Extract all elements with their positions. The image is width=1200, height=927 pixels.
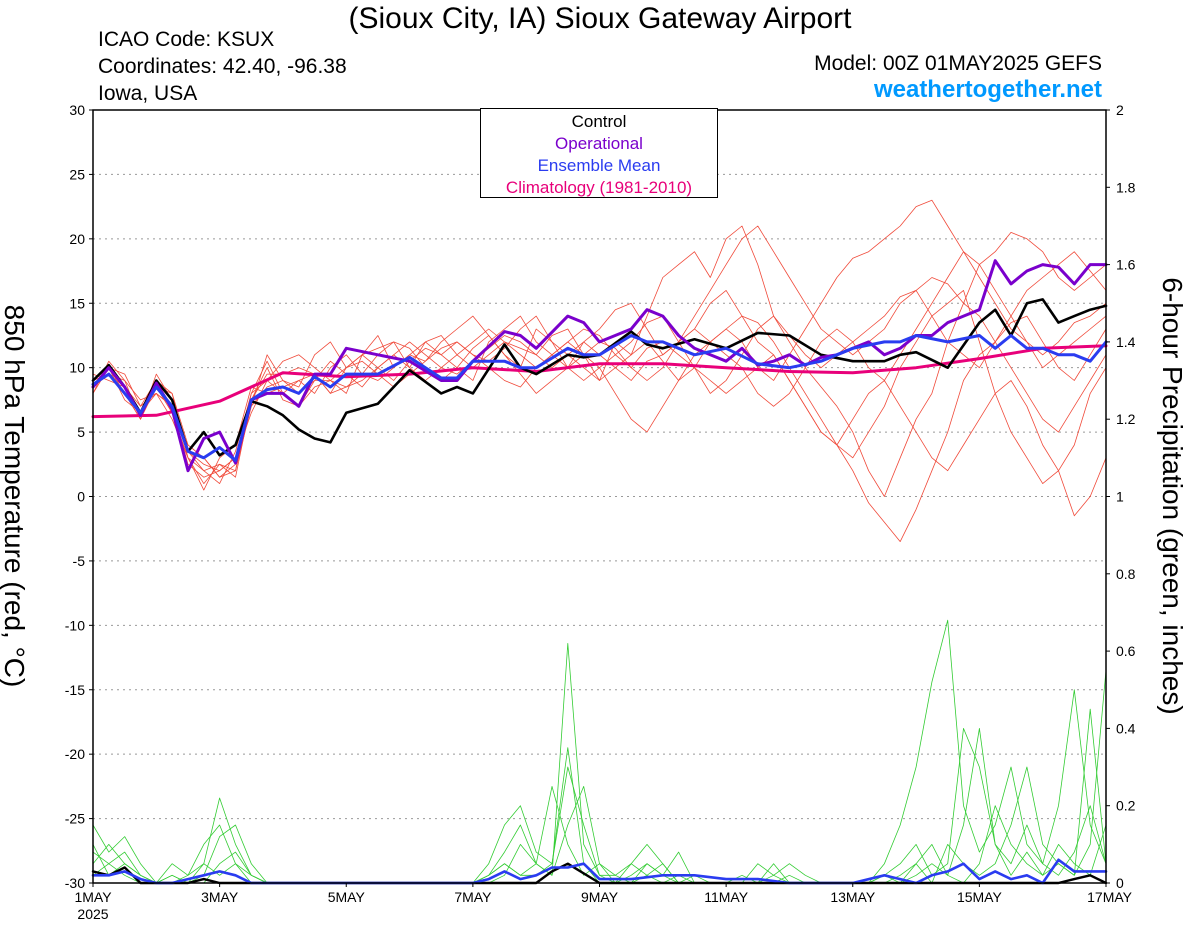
icao-code: ICAO Code: KSUX (98, 28, 275, 51)
legend-operational: Operational (555, 134, 643, 153)
x-tick-label: 17MAY (1087, 889, 1133, 905)
y-tick-label: -15 (65, 682, 85, 698)
ensemble-mean-line (91, 334, 1108, 462)
y-tick-label: 10 (69, 360, 85, 376)
y2-tick-label: 1.4 (1116, 334, 1136, 350)
main-series (91, 259, 1108, 885)
x-tick-label: 5MAY (328, 889, 366, 905)
y2-tick-label: 0.2 (1116, 798, 1136, 814)
y2-tick-label: 0 (1116, 875, 1124, 891)
y2-tick-label: 0.6 (1116, 643, 1136, 659)
y2-tick-label: 1 (1116, 489, 1124, 505)
x-tick-label: 7MAY (454, 889, 492, 905)
temp-member-line (92, 225, 1107, 478)
y-tick-label: 25 (69, 166, 85, 182)
legend: Control Operational Ensemble Mean Climat… (480, 108, 718, 198)
model-run: Model: 00Z 01MAY2025 GEFS (814, 52, 1102, 75)
y-tick-label: -20 (65, 746, 85, 762)
temp-members (92, 199, 1107, 542)
precip-member-line (92, 619, 1107, 884)
axes: 302520151050-5-10-15-20-25-3021.81.61.41… (65, 102, 1136, 922)
y-tick-label: -5 (73, 553, 86, 569)
x-year-label: 2025 (77, 906, 108, 922)
coordinates: Coordinates: 42.40, -96.38 (98, 55, 347, 78)
brand-link[interactable]: weathertogether.net (873, 76, 1102, 103)
x-tick-label: 1MAY (74, 889, 112, 905)
temp-member-line (92, 251, 1107, 478)
y2-tick-label: 1.8 (1116, 179, 1136, 195)
x-tick-label: 13MAY (830, 889, 876, 905)
y-tick-label: 5 (77, 424, 85, 440)
y2-tick-label: 1.2 (1116, 411, 1136, 427)
x-tick-label: 11MAY (704, 889, 748, 905)
x-tick-label: 3MAY (201, 889, 239, 905)
y2-tick-label: 2 (1116, 102, 1124, 118)
y-tick-label: -25 (65, 811, 85, 827)
legend-ensemble-mean: Ensemble Mean (537, 156, 661, 175)
y-tick-label: -10 (65, 617, 85, 633)
legend-climatology: Climatology (1981-2010) (505, 178, 693, 197)
x-tick-label: 9MAY (581, 889, 619, 905)
y2-tick-label: 0.4 (1116, 720, 1136, 736)
y-tick-label: 30 (69, 102, 85, 118)
climatology-line (91, 344, 1108, 419)
y2-tick-label: 1.6 (1116, 257, 1136, 273)
legend-control: Control (571, 112, 627, 131)
y-tick-label: 15 (69, 295, 85, 311)
region: Iowa, USA (98, 82, 198, 105)
temp-member-line (92, 289, 1107, 485)
temp-member-line (92, 199, 1107, 491)
y-tick-label: 20 (69, 231, 85, 247)
y-tick-label: 0 (77, 489, 85, 505)
precip-member-line (92, 728, 1107, 884)
x-tick-label: 15MAY (957, 889, 1003, 905)
precip-members (92, 619, 1107, 884)
chart-title: (Sioux City, IA) Sioux Gateway Airport (348, 2, 852, 35)
y-tick-label: -30 (65, 875, 85, 891)
precip-member-line (92, 670, 1107, 884)
ensemble-mean-precip-line (91, 858, 1108, 885)
grid-lines (93, 173, 1106, 820)
precip-member-line (92, 708, 1107, 884)
control-line (91, 298, 1108, 457)
y2-tick-label: 0.8 (1116, 566, 1136, 582)
